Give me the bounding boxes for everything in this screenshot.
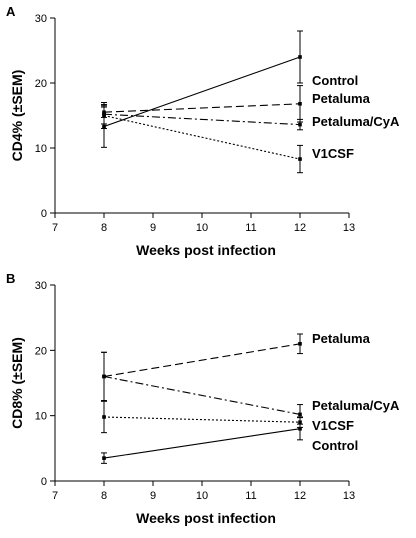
x-tick-label: 11 bbox=[245, 490, 256, 502]
series-label-v1csf: V1CSF bbox=[312, 418, 354, 433]
series-label-petaluma-cya: Petaluma/CyA bbox=[312, 114, 400, 129]
series-label-control: Control bbox=[312, 438, 358, 453]
x-tick-label: 13 bbox=[343, 222, 355, 234]
data-point bbox=[298, 426, 302, 431]
series-line-petaluma-cya bbox=[103, 113, 301, 126]
x-tick-label: 10 bbox=[196, 222, 208, 234]
y-tick-label: 10 bbox=[35, 143, 47, 155]
data-point bbox=[102, 456, 106, 460]
data-point bbox=[298, 122, 302, 127]
y-axis-title: CD8% (±SEM) bbox=[9, 337, 25, 429]
data-point bbox=[298, 412, 302, 417]
y-axis-title: CD4% (±SEM) bbox=[9, 70, 25, 162]
y-tick-label: 0 bbox=[41, 208, 47, 220]
series-label-petaluma: Petaluma bbox=[312, 331, 371, 346]
x-tick-label: 7 bbox=[52, 490, 58, 502]
y-tick-label: 30 bbox=[35, 13, 47, 25]
data-point bbox=[102, 113, 106, 118]
series-label-petaluma-cya: Petaluma/CyA bbox=[312, 398, 400, 413]
series-line-petaluma bbox=[103, 103, 301, 113]
chart-panel-a: A 0 10 20 30 7 8 9 10 11 12 13 Weeks post infection C… bbox=[6, 4, 400, 258]
series-line-v1csf bbox=[103, 416, 301, 423]
series-petaluma-cya: Petaluma/CyA bbox=[101, 103, 400, 131]
x-tick-label: 10 bbox=[196, 490, 208, 502]
panel-letter: A bbox=[6, 4, 16, 19]
x-tick-label: 8 bbox=[101, 490, 107, 502]
x-tick-label: 12 bbox=[294, 490, 306, 502]
series-petaluma-cya: Petaluma/CyA bbox=[101, 351, 400, 425]
x-tick-label: 7 bbox=[52, 222, 58, 234]
data-point bbox=[298, 157, 302, 161]
series-label-petaluma: Petaluma bbox=[312, 91, 371, 106]
y-tick-label: 10 bbox=[35, 411, 47, 423]
panel-letter: B bbox=[6, 271, 15, 286]
series-control: Control bbox=[101, 417, 358, 464]
y-tick-label: 0 bbox=[41, 476, 47, 488]
series-line-petaluma bbox=[103, 343, 301, 378]
x-tick-label: 11 bbox=[245, 222, 256, 234]
y-tick-label: 20 bbox=[35, 345, 47, 357]
y-tick-label: 30 bbox=[35, 280, 47, 292]
x-tick-label: 8 bbox=[101, 222, 107, 234]
x-tick-label: 9 bbox=[150, 222, 156, 234]
series-petaluma: Petaluma bbox=[101, 331, 371, 402]
data-point bbox=[298, 55, 302, 59]
data-point bbox=[102, 374, 106, 379]
series-line-control bbox=[103, 428, 301, 459]
chart-panel-b: B 0 10 20 30 7 8 9 10 11 12 13 Weeks post infection C… bbox=[6, 271, 400, 526]
series-line-control bbox=[103, 56, 301, 128]
series-label-control: Control bbox=[312, 73, 358, 88]
series-control: Control bbox=[101, 30, 358, 148]
y-tick-label: 20 bbox=[35, 78, 47, 90]
series-line-petaluma-cya bbox=[103, 375, 301, 415]
x-axis-title: Weeks post infection bbox=[136, 510, 276, 526]
x-tick-label: 9 bbox=[150, 490, 156, 502]
data-point bbox=[102, 415, 106, 419]
x-tick-label: 13 bbox=[343, 490, 355, 502]
data-point bbox=[298, 342, 302, 346]
x-axis-title: Weeks post infection bbox=[136, 242, 276, 258]
series-v1csf: V1CSF bbox=[101, 102, 354, 174]
data-point bbox=[298, 102, 302, 106]
x-tick-label: 12 bbox=[294, 222, 306, 234]
series-label-v1csf: V1CSF bbox=[312, 146, 354, 161]
series-line-v1csf bbox=[103, 114, 301, 160]
